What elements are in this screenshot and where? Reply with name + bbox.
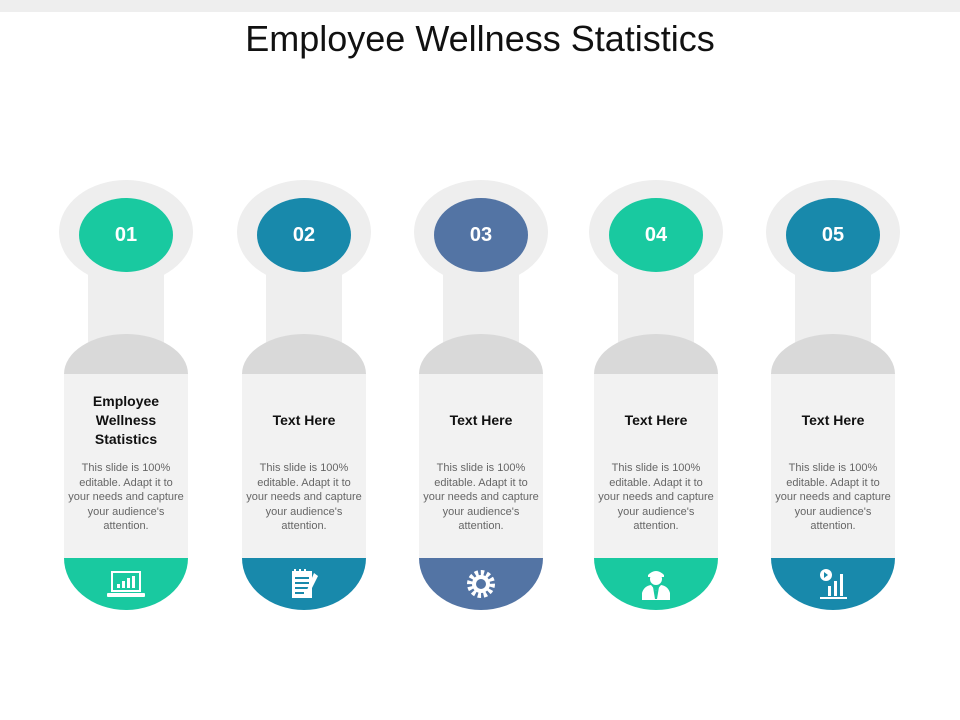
step-column-1: 01 Employee Wellness Statistics This sli… bbox=[59, 180, 193, 620]
step-heading: Employee Wellness Statistics bbox=[92, 392, 160, 447]
slide-title: Employee Wellness Statistics bbox=[245, 18, 715, 59]
step-column-2: 02 Text Here This slide is 100% editable… bbox=[237, 180, 371, 620]
step-description: This slide is 100% editable. Adapt it to… bbox=[246, 462, 362, 532]
doctor-icon bbox=[642, 571, 670, 600]
card-cap bbox=[242, 334, 366, 374]
card-body bbox=[419, 374, 543, 558]
card-body bbox=[64, 374, 188, 558]
laptop-chart-icon bbox=[107, 571, 145, 597]
step-column-5: 05 Text Here This slide is 100% editable… bbox=[766, 180, 900, 620]
growth-chart-icon bbox=[820, 569, 847, 599]
card-cap bbox=[419, 334, 543, 374]
step-column-4: 04 Text Here This slide is 100% editable… bbox=[589, 180, 723, 620]
step-heading: Text Here bbox=[272, 411, 336, 428]
step-description: This slide is 100% editable. Adapt it to… bbox=[68, 462, 184, 532]
card-cap bbox=[594, 334, 718, 374]
step-heading: Text Here bbox=[801, 411, 865, 428]
notepad-pen-icon bbox=[292, 569, 318, 598]
step-description: This slide is 100% editable. Adapt it to… bbox=[775, 462, 891, 532]
step-column-3: 03 Text Here This slide is 100% editable… bbox=[414, 180, 548, 620]
card-cap bbox=[64, 334, 188, 374]
step-description: This slide is 100% editable. Adapt it to… bbox=[423, 462, 539, 532]
step-heading: Text Here bbox=[624, 411, 688, 428]
step-number-badge: 04 bbox=[609, 198, 703, 272]
card-body bbox=[242, 374, 366, 558]
card-body bbox=[771, 374, 895, 558]
step-number-badge: 01 bbox=[79, 198, 173, 272]
card-cap bbox=[771, 334, 895, 374]
step-number-badge: 03 bbox=[434, 198, 528, 272]
card-body bbox=[594, 374, 718, 558]
gear-icon bbox=[467, 570, 495, 598]
step-number-badge: 02 bbox=[257, 198, 351, 272]
top-bar bbox=[0, 0, 960, 12]
step-description: This slide is 100% editable. Adapt it to… bbox=[598, 462, 714, 532]
step-number-badge: 05 bbox=[786, 198, 880, 272]
step-heading: Text Here bbox=[449, 411, 513, 428]
